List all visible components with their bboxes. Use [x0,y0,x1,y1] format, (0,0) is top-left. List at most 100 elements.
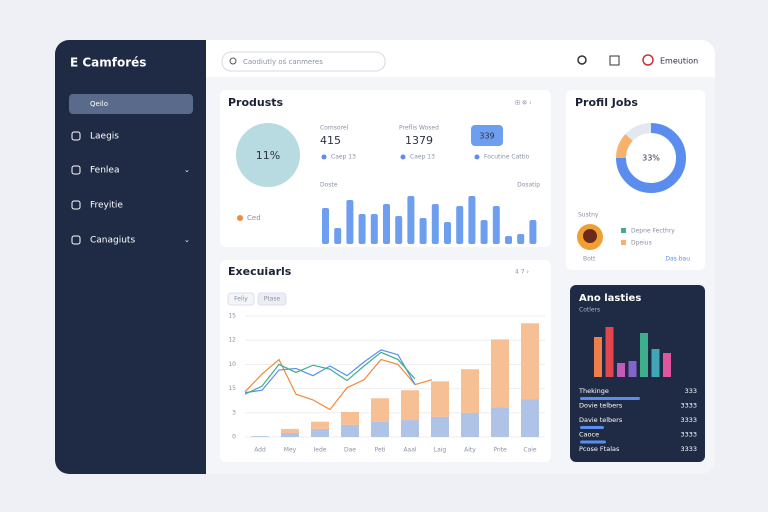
brand: E Camforés [70,56,146,70]
stacked-bar [461,369,479,413]
bar [480,220,488,244]
stacked-bar [341,424,359,437]
ring-label: 11% [256,149,280,162]
stacked-bar [431,381,449,417]
row-label: Dovie telbers [579,402,623,410]
search-icon [229,57,237,65]
products-ring [236,123,300,187]
row-label: Caoce [579,431,599,439]
products-card [220,90,551,247]
badge [471,125,503,146]
bar [505,236,512,244]
legend-label: Depne Fecthry [631,228,675,235]
nav-icon [71,200,81,210]
legend-label: Dpeius [631,240,652,247]
bar [395,216,403,244]
row-label: Davie telbers [579,416,623,424]
stacked-bar [431,416,449,437]
bar [605,327,614,377]
nav-item[interactable]: Qeilo [90,100,108,108]
nav-icon [71,165,81,175]
legend-dot [400,154,406,160]
search-text: Caodiutly oś canmeres [243,58,323,66]
bar [594,337,602,377]
bar [383,204,390,244]
bar [322,208,329,244]
stat-label: Preflis Wosed [399,125,439,132]
stacked-bar [461,412,479,437]
y-tick-label: 3 [232,409,236,416]
bar [617,363,625,377]
row-value: 3333 [680,416,697,424]
x-tick-label: Add [254,447,266,454]
apps-button[interactable] [609,55,620,66]
search-box[interactable] [221,51,386,72]
stat-value: 1379 [405,134,433,147]
bar [346,200,354,244]
bar [468,196,476,244]
nav-item[interactable]: Fenlea [90,166,119,176]
x-tick-label: Aaal [403,447,416,454]
row-value: 3333 [680,445,697,453]
stacked-bar [371,398,389,422]
user-name: Emeution [660,57,698,66]
stat-value: 415 [320,134,341,147]
row-label: Pcose Ftalas [579,445,620,453]
donut-segment [616,123,686,193]
nav-active[interactable] [69,94,193,114]
bar [517,234,525,244]
legend-swatch [621,240,626,245]
x-tick-label: Mey [284,447,297,454]
analytics-subtitle: Cotlers [579,307,600,314]
stacked-bar [281,428,299,433]
analytics-title: Ano lasties [579,293,641,304]
tab[interactable] [257,292,287,306]
bar [370,214,378,244]
bar [663,353,671,377]
nav-item[interactable]: Laegis [90,132,119,142]
search-button[interactable] [577,55,587,65]
nav-item[interactable]: Canagiuts [90,236,135,246]
tab-label[interactable]: Ptase [264,296,281,303]
stat-label: Comsorel [320,125,349,132]
x-tick-label: Dae [344,447,356,454]
avatar[interactable] [642,54,654,66]
x-tick-label: Laig [434,447,447,454]
x-tick-label: Peti [374,447,385,454]
bars-label: Doste [320,182,338,189]
row-bar [580,397,640,400]
legend-dot [321,154,327,160]
tab-label[interactable]: Feliy [234,296,248,303]
bars-link[interactable]: Dosatip [517,182,540,189]
donut-segment [625,123,652,142]
nav-chevron: ⌄ [184,166,190,174]
bar [407,196,415,244]
card-actions[interactable]: 4 7 › [515,269,529,276]
bar [628,361,637,377]
tab[interactable] [227,292,255,306]
row-bar [580,426,604,429]
badge-text: 339 [479,132,494,141]
stacked-bar [401,420,419,437]
trend-line [244,358,433,411]
card-actions[interactable]: ⊞ ⚙ › [515,100,532,107]
stacked-bar [491,407,509,437]
x-tick-label: Pnte [493,447,507,454]
trend-line [244,351,416,395]
bar [419,218,427,244]
y-tick-label: 10 [228,361,236,368]
donut-segment [616,134,634,159]
stacked-bar [341,411,359,425]
legend-dot [237,215,243,221]
stacked-bar [371,421,389,437]
nav-item[interactable]: Freyitie [90,201,123,211]
jobs-foot: Bott [583,256,596,263]
jobs-link[interactable]: Das bau [665,256,690,263]
legend-label: Focutine Cattio [484,154,530,161]
stacked-bar [401,390,419,421]
bar [334,228,342,244]
bar [529,220,537,244]
products-title: Produsts [228,96,284,109]
x-tick-label: Caie [523,447,537,454]
jobs-ring-label: 33% [642,154,660,163]
